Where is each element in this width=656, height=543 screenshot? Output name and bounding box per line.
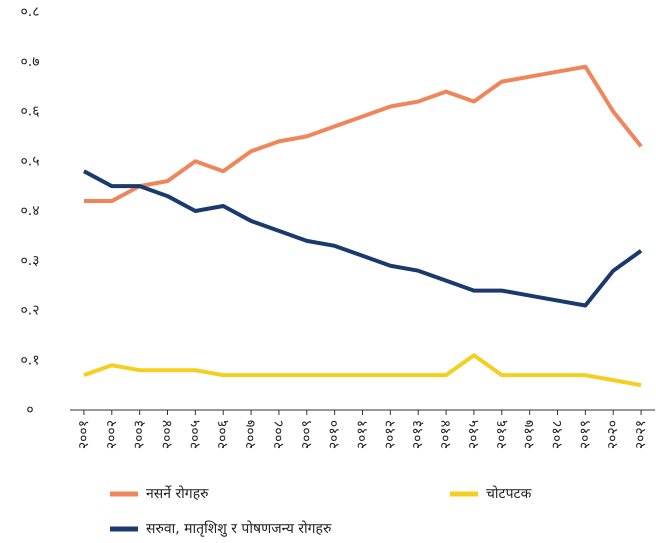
x-tick-label: २०२१	[633, 420, 649, 449]
x-tick-label: २००८	[271, 420, 287, 449]
y-tick-label: ०.४	[20, 203, 39, 219]
x-tick-label: २००१	[76, 420, 92, 449]
legend-label: सरुवा, मातृशिशु र पोषणजन्य रोगहरु	[146, 520, 332, 537]
y-tick-label: ०.३	[20, 253, 39, 269]
y-tick-label: ०.१	[20, 352, 39, 368]
line-series	[83, 64, 643, 204]
y-tick-label: ०.६	[20, 104, 39, 120]
x-tick-label: २०१७	[522, 420, 538, 449]
x-tick-label: २०१६	[494, 420, 510, 449]
x-tick-label: २००६	[215, 420, 231, 449]
y-tick-label: ०.७	[20, 54, 39, 70]
x-tick-label: २०१५	[466, 420, 482, 449]
y-tick-label: ०.२	[20, 303, 39, 319]
x-tick-label: २००२	[104, 420, 120, 449]
legend-label: चोटपटक	[486, 485, 532, 502]
x-tick-label: २०१०	[327, 420, 343, 449]
x-tick-label: २००५	[187, 420, 203, 449]
line-series	[83, 353, 642, 388]
x-tick-label: २००३	[132, 420, 148, 449]
x-tick-label: २०१३	[410, 420, 426, 449]
y-tick-label: ०	[26, 402, 33, 418]
x-tick-label: २०१८	[550, 420, 566, 449]
x-tick-label: २०११	[355, 420, 371, 449]
line-series	[82, 169, 643, 308]
x-tick-label: २०२०	[605, 420, 621, 449]
x-tick-label: २००७	[243, 420, 259, 449]
x-tick-label: २००४	[160, 420, 176, 449]
y-tick-label: ०.५	[20, 153, 39, 169]
x-tick-label: २०१९	[577, 420, 593, 449]
legend-label: नसर्ने रोगहरु	[146, 485, 209, 502]
x-tick-label: २००९	[299, 420, 315, 449]
x-tick-label: २०१२	[382, 420, 398, 449]
y-tick-label: ०.८	[20, 4, 39, 20]
x-tick-label: २०१४	[438, 420, 454, 449]
